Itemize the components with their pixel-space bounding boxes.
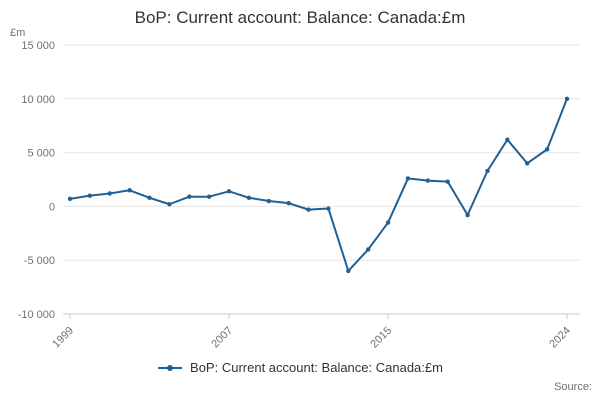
data-point[interactable]	[485, 168, 490, 174]
data-point[interactable]	[87, 193, 93, 198]
chart-title: BoP: Current account: Balance: Canada:£m	[134, 8, 466, 27]
data-point[interactable]	[366, 247, 371, 252]
data-point[interactable]	[405, 176, 411, 181]
data-point[interactable]	[505, 137, 510, 142]
line-chart-plot: 15 000 10 000 5 000 0 -5 000 -10 000 1999 2007 2…	[18, 40, 580, 348]
y-tick-label: -5 000	[24, 255, 55, 267]
data-point[interactable]	[226, 189, 232, 194]
y-tick-label: 15 000	[21, 40, 55, 52]
data-point[interactable]	[445, 179, 450, 184]
legend-dot	[167, 364, 174, 371]
data-point[interactable]	[306, 207, 311, 212]
data-point[interactable]	[246, 195, 252, 200]
data-point[interactable]	[67, 196, 73, 202]
y-tick-label: 5 000	[27, 148, 55, 160]
y-tick-label: 0	[49, 201, 55, 213]
x-tick-label: 2007	[209, 325, 235, 348]
y-tick-label: -10 000	[18, 309, 55, 321]
data-point[interactable]	[147, 195, 152, 200]
data-point[interactable]	[266, 198, 271, 204]
x-tick-label: 1999	[50, 325, 76, 348]
legend-line-marker	[158, 364, 183, 371]
data-point[interactable]	[525, 161, 530, 166]
data-point[interactable]	[107, 191, 112, 196]
y-axis-unit-label: £m	[10, 27, 26, 39]
data-point[interactable]	[127, 188, 132, 193]
legend-label: BoP: Current account: Balance: Canada:£m	[190, 360, 443, 375]
x-tick-label: 2015	[368, 325, 394, 348]
data-point[interactable]	[544, 147, 550, 152]
y-tick-label: 10 000	[21, 94, 55, 106]
data-point[interactable]	[425, 178, 431, 183]
source-label: Source:	[554, 381, 592, 393]
data-point[interactable]	[346, 268, 351, 274]
data-point[interactable]	[326, 206, 331, 211]
data-point[interactable]	[206, 194, 212, 199]
legend-item[interactable]: BoP: Current account: Balance: Canada:£m	[0, 360, 600, 375]
data-point[interactable]	[564, 96, 570, 101]
data-point[interactable]	[385, 220, 391, 225]
x-tick-label: 2024	[547, 325, 573, 348]
data-line	[69, 97, 568, 272]
data-point[interactable]	[286, 200, 291, 206]
data-point[interactable]	[167, 202, 172, 207]
data-point[interactable]	[465, 212, 470, 218]
data-point[interactable]	[187, 194, 192, 199]
